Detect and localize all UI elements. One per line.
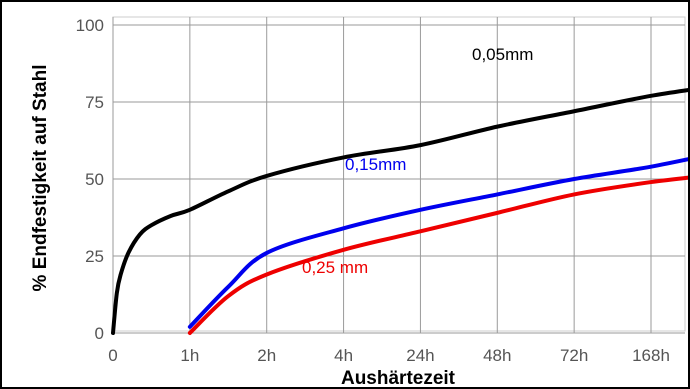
plot-frame [112,16,686,332]
x-tick-labels: 0 1h 2h 4h 24h 48h 72h 168h [108,346,670,365]
y-tick-label: 0 [95,324,104,343]
x-tick-label: 168h [632,346,670,365]
series-label: 0,15mm [345,155,406,174]
y-axis-title: % Endfestigkeit auf Stahl [30,65,51,292]
x-tick-label: 48h [483,346,511,365]
series-lines [111,87,690,335]
x-tick-label: 72h [560,346,588,365]
series-line [111,87,690,335]
grid-lines [112,17,685,334]
y-tick-label: 25 [85,247,104,266]
y-tick-labels: 0 25 50 75 100 [76,16,104,343]
series-label: 0,05mm [472,45,533,64]
x-tick-label: 0 [108,346,117,365]
series-line [187,175,690,335]
series-labels: 0,05mm 0,15mm 0,25 mm [302,45,533,277]
y-tick-label: 75 [85,93,104,112]
series-line [187,156,690,329]
x-tick-label: 24h [406,346,434,365]
x-tick-label: 2h [257,346,276,365]
x-tick-label: 1h [180,346,199,365]
x-axis-title: Aushärtezeit [341,368,456,389]
y-tick-label: 50 [85,170,104,189]
x-tick-label: 4h [334,346,353,365]
series-label: 0,25 mm [302,258,368,277]
y-tick-label: 100 [76,16,104,35]
